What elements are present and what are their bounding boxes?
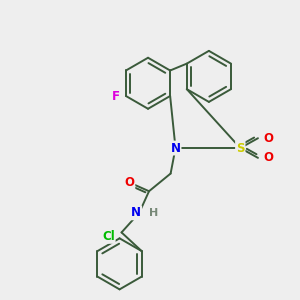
Text: O: O: [124, 176, 134, 189]
Text: F: F: [112, 89, 120, 103]
Text: O: O: [264, 132, 274, 145]
Text: Cl: Cl: [102, 230, 115, 243]
Text: N: N: [131, 206, 141, 219]
Text: N: N: [170, 142, 181, 154]
Text: O: O: [264, 152, 274, 164]
Text: S: S: [236, 142, 244, 154]
Text: H: H: [149, 208, 158, 218]
